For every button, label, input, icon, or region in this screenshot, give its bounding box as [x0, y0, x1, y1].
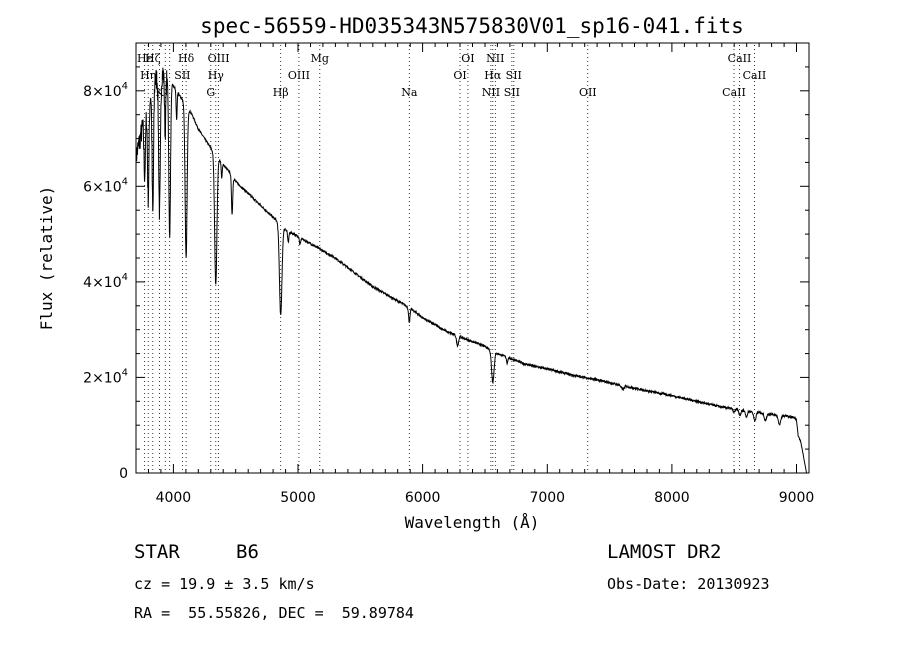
x-tick-label: 9000	[779, 490, 815, 506]
x-axis: 4000 5000 6000 7000 8000 9000	[135, 43, 815, 506]
y-tick-label: 6×104	[83, 176, 128, 195]
line-marker-label: G	[206, 86, 215, 99]
coordinates-readout: RA = 55.55826, DEC = 59.89784	[134, 604, 414, 622]
y-tick-label: 0	[119, 466, 128, 482]
line-markers: HεHηHζKSIIHδGHγOIIIHβOIIIMgNaOIOINIIHαNI…	[137, 45, 766, 473]
line-marker-label: OII	[579, 86, 597, 99]
plot-frame	[135, 42, 810, 474]
line-marker-label: Hη	[140, 69, 156, 82]
object-class: STAR	[134, 541, 180, 563]
y-axis-label: Flux (relative)	[37, 186, 56, 331]
line-marker-label: SII	[504, 86, 520, 99]
line-marker-label: CaII	[722, 86, 746, 99]
line-marker-label: Hδ	[178, 52, 195, 65]
line-marker-label: Hα	[484, 69, 502, 82]
y-tick-label: 2×104	[83, 367, 128, 386]
line-marker-label: Hε	[137, 52, 153, 65]
line-marker-label: OI	[453, 69, 466, 82]
chart-title: spec-56559-HD035343N575830V01_sp16-041.f…	[200, 14, 744, 38]
line-marker-label: Mg	[311, 52, 329, 65]
velocity-readout: cz = 19.9 ± 3.5 km/s	[134, 575, 315, 593]
line-marker-label: NII	[486, 52, 504, 65]
y-axis: 0 2×104 4×104 6×104 8×104	[83, 42, 809, 482]
line-marker-label: OI	[461, 52, 474, 65]
spectral-subclass: B6	[236, 541, 259, 563]
line-marker-label: SII	[506, 69, 522, 82]
x-axis-label: Wavelength (Å)	[405, 513, 540, 532]
line-marker-label: Hβ	[273, 86, 289, 99]
x-tick-label: 4000	[156, 490, 192, 506]
spectrum-line	[135, 67, 808, 474]
line-marker-label: NII	[482, 86, 500, 99]
line-marker-label: Na	[401, 86, 418, 99]
x-tick-label: 6000	[405, 490, 441, 506]
y-tick-label: 8×104	[83, 81, 128, 100]
line-marker-label: Hζ	[145, 52, 161, 65]
line-marker-label: OIII	[208, 52, 230, 65]
observation-date: Obs-Date: 20130923	[607, 575, 770, 593]
line-marker-label: Hγ	[208, 69, 225, 82]
survey-name: LAMOST DR2	[607, 541, 722, 563]
line-marker-label: CaII	[743, 69, 767, 82]
line-marker-label: K	[155, 86, 164, 99]
x-tick-label: 8000	[654, 490, 690, 506]
line-marker-label: SII	[174, 69, 190, 82]
x-tick-label: 5000	[280, 490, 316, 506]
x-tick-label: 7000	[529, 490, 565, 506]
line-marker-label: OIII	[288, 69, 310, 82]
line-marker-label: CaII	[728, 52, 752, 65]
y-tick-label: 4×104	[83, 272, 128, 291]
